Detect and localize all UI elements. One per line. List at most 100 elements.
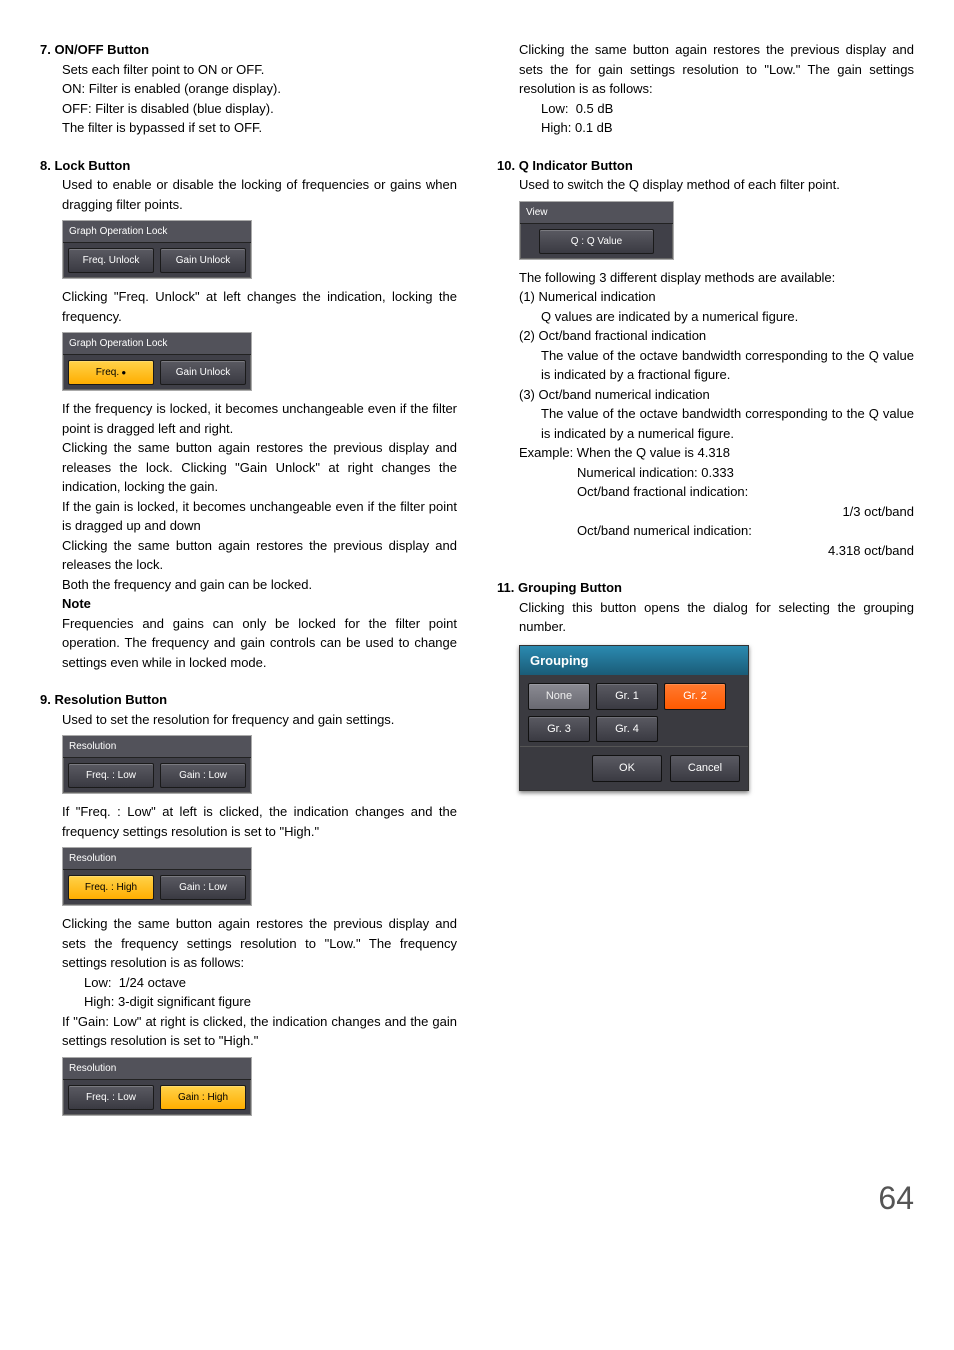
group-none-button[interactable]: None — [528, 683, 590, 710]
panel-title: Resolution — [63, 848, 251, 870]
text: Used to switch the Q display method of e… — [497, 175, 914, 195]
text: Used to set the resolution for frequency… — [40, 710, 457, 730]
resolution-panel-low-low: Resolution Freq. : Low Gain : Low — [62, 735, 252, 794]
button-row: Freq. Unlock Gain Unlock — [63, 243, 251, 278]
q-value-button[interactable]: Q : Q Value — [539, 229, 653, 254]
gain-unlock-button[interactable]: Gain Unlock — [160, 360, 246, 385]
value: 0.5 dB — [576, 101, 614, 116]
section-11-heading: 11. Grouping Button — [497, 578, 914, 598]
text: ON: Filter is enabled (orange display). — [62, 79, 457, 99]
page-columns: 7. ON/OFF Button Sets each filter point … — [40, 40, 914, 1134]
ok-button[interactable]: OK — [592, 755, 662, 782]
group-3-button[interactable]: Gr. 3 — [528, 716, 590, 743]
freq-high-button[interactable]: Freq. : High — [68, 875, 154, 900]
item-head: (1) Numerical indication — [519, 287, 914, 307]
section-8: 8. Lock Button Used to enable or disable… — [40, 156, 457, 673]
section-7-heading: 7. ON/OFF Button — [40, 40, 457, 60]
section-11: 11. Grouping Button Clicking this button… — [497, 578, 914, 791]
lock-panel-unlocked: Graph Operation Lock Freq. Unlock Gain U… — [62, 220, 252, 279]
gain-low-button[interactable]: Gain : Low — [160, 763, 246, 788]
example-head: Example: When the Q value is 4.318 — [497, 443, 914, 463]
section-10-heading: 10. Q Indicator Button — [497, 156, 914, 176]
button-row: Freq. : Low Gain : Low — [63, 758, 251, 793]
button-row: Freq. : Low Gain : High — [63, 1080, 251, 1115]
freq-low-button[interactable]: Freq. : Low — [68, 763, 154, 788]
text: If "Freq. : Low" at left is clicked, the… — [40, 802, 457, 841]
example-line: 1/3 oct/band — [497, 502, 914, 522]
text: If the gain is locked, it becomes unchan… — [40, 497, 457, 536]
text: Clicking "Freq. Unlock" at left changes … — [40, 287, 457, 326]
example-line: Oct/band numerical indication: — [497, 521, 914, 541]
item-body: The value of the octave bandwidth corres… — [519, 404, 914, 443]
text: Low: 0.5 dB — [497, 99, 914, 119]
section-9-cont: Clicking the same button again restores … — [497, 40, 914, 138]
section-8-heading: 8. Lock Button — [40, 156, 457, 176]
gain-high-button[interactable]: Gain : High — [160, 1085, 246, 1110]
example-line: Oct/band fractional indication: — [497, 482, 914, 502]
label: High: — [541, 120, 571, 135]
section-7: 7. ON/OFF Button Sets each filter point … — [40, 40, 457, 138]
text: The following 3 different display method… — [497, 268, 914, 288]
text: Clicking the same button again restores … — [40, 438, 457, 497]
section-title: ON/OFF Button — [54, 42, 149, 57]
section-num: 7. — [40, 42, 51, 57]
text: Used to enable or disable the locking of… — [40, 175, 457, 214]
text: Clicking this button opens the dialog fo… — [497, 598, 914, 637]
group-buttons: None Gr. 1 Gr. 2 Gr. 3 Gr. 4 — [520, 675, 748, 746]
label: Low: — [84, 975, 111, 990]
section-num: 9. — [40, 692, 51, 707]
text: If the frequency is locked, it becomes u… — [40, 399, 457, 438]
item-body: Q values are indicated by a numerical fi… — [519, 307, 914, 327]
example-line: 4.318 oct/band — [497, 541, 914, 561]
text: Clicking the same button again restores … — [497, 40, 914, 99]
left-column: 7. ON/OFF Button Sets each filter point … — [40, 40, 457, 1134]
view-panel: View Q : Q Value — [519, 201, 674, 260]
section-9-heading: 9. Resolution Button — [40, 690, 457, 710]
label: High: — [84, 994, 114, 1009]
note-heading: Note — [40, 594, 457, 614]
section-10: 10. Q Indicator Button Used to switch th… — [497, 156, 914, 561]
grouping-dialog: Grouping None Gr. 1 Gr. 2 Gr. 3 Gr. 4 OK… — [519, 645, 749, 791]
label: Low: — [541, 101, 568, 116]
panel-title: Graph Operation Lock — [63, 333, 251, 355]
dialog-actions: OK Cancel — [520, 746, 748, 790]
group-1-button[interactable]: Gr. 1 — [596, 683, 658, 710]
freq-unlock-button[interactable]: Freq. Unlock — [68, 248, 154, 273]
text: Both the frequency and gain can be locke… — [40, 575, 457, 595]
section-num: 10. — [497, 158, 515, 173]
panel-title: View — [520, 202, 673, 224]
text: High: 0.1 dB — [497, 118, 914, 138]
panel-title: Resolution — [63, 736, 251, 758]
section-title: Q Indicator Button — [519, 158, 633, 173]
text: Clicking the same button again restores … — [40, 536, 457, 575]
group-4-button[interactable]: Gr. 4 — [596, 716, 658, 743]
value: 3-digit significant figure — [118, 994, 251, 1009]
freq-locked-button[interactable]: Freq. — [68, 360, 154, 385]
resolution-panel-high-low: Resolution Freq. : High Gain : Low — [62, 847, 252, 906]
list-item-3: (3) Oct/band numerical indication The va… — [497, 385, 914, 444]
item-head: (3) Oct/band numerical indication — [519, 385, 914, 405]
cancel-button[interactable]: Cancel — [670, 755, 740, 782]
button-row: Freq. : High Gain : Low — [63, 870, 251, 905]
gain-low-button[interactable]: Gain : Low — [160, 875, 246, 900]
resolution-panel-low-high: Resolution Freq. : Low Gain : High — [62, 1057, 252, 1116]
item-body: The value of the octave bandwidth corres… — [519, 346, 914, 385]
gain-unlock-button[interactable]: Gain Unlock — [160, 248, 246, 273]
section-7-body: Sets each filter point to ON or OFF. ON:… — [40, 60, 457, 138]
section-9: 9. Resolution Button Used to set the res… — [40, 690, 457, 1116]
button-row: Freq. Gain Unlock — [63, 355, 251, 390]
value: 0.1 dB — [575, 120, 613, 135]
text: If "Gain: Low" at right is clicked, the … — [40, 1012, 457, 1051]
note-text: Frequencies and gains can only be locked… — [40, 614, 457, 673]
group-2-button[interactable]: Gr. 2 — [664, 683, 726, 710]
text: The filter is bypassed if set to OFF. — [62, 118, 457, 138]
freq-low-button[interactable]: Freq. : Low — [68, 1085, 154, 1110]
right-column: Clicking the same button again restores … — [497, 40, 914, 1134]
list-item-1: (1) Numerical indication Q values are in… — [497, 287, 914, 326]
panel-title: Resolution — [63, 1058, 251, 1080]
text: OFF: Filter is disabled (blue display). — [62, 99, 457, 119]
button-row: Q : Q Value — [520, 224, 673, 259]
section-title: Lock Button — [54, 158, 130, 173]
text: Sets each filter point to ON or OFF. — [62, 60, 457, 80]
text: Low: 1/24 octave — [40, 973, 457, 993]
